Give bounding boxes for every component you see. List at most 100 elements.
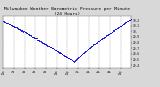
Point bbox=[119, 25, 122, 27]
Point bbox=[32, 36, 35, 38]
Point bbox=[4, 22, 7, 23]
Point bbox=[46, 44, 48, 46]
Point bbox=[103, 36, 105, 38]
Point bbox=[123, 23, 125, 25]
Point bbox=[126, 20, 129, 22]
Point bbox=[47, 45, 50, 47]
Point bbox=[75, 59, 77, 60]
Point bbox=[36, 39, 39, 40]
Point bbox=[43, 42, 45, 44]
Point bbox=[121, 24, 124, 26]
Point bbox=[117, 27, 119, 28]
Point bbox=[62, 54, 65, 55]
Point bbox=[58, 52, 60, 54]
Point bbox=[104, 35, 107, 37]
Point bbox=[70, 58, 72, 60]
Point bbox=[113, 29, 116, 31]
Point bbox=[2, 20, 4, 22]
Point bbox=[66, 56, 68, 58]
Point bbox=[39, 40, 41, 41]
Point bbox=[40, 41, 42, 42]
Point bbox=[121, 23, 124, 25]
Point bbox=[9, 24, 11, 25]
Point bbox=[39, 40, 42, 41]
Point bbox=[55, 50, 58, 51]
Point bbox=[9, 24, 12, 26]
Point bbox=[18, 28, 20, 30]
Point bbox=[91, 45, 93, 46]
Point bbox=[124, 23, 126, 24]
Point bbox=[118, 26, 120, 28]
Point bbox=[23, 32, 26, 33]
Point bbox=[48, 45, 50, 47]
Point bbox=[29, 34, 32, 36]
Point bbox=[44, 43, 47, 44]
Point bbox=[53, 48, 55, 50]
Point bbox=[103, 36, 106, 37]
Point bbox=[115, 28, 118, 30]
Point bbox=[86, 49, 88, 50]
Point bbox=[78, 56, 80, 58]
Point bbox=[12, 25, 15, 27]
Point bbox=[87, 48, 89, 50]
Point bbox=[129, 19, 132, 20]
Point bbox=[87, 48, 90, 49]
Point bbox=[30, 35, 33, 37]
Point bbox=[85, 50, 88, 51]
Point bbox=[57, 51, 60, 52]
Point bbox=[5, 22, 8, 23]
Point bbox=[72, 60, 74, 61]
Point bbox=[71, 60, 74, 61]
Point bbox=[31, 36, 33, 37]
Point bbox=[25, 33, 28, 34]
Point bbox=[54, 49, 56, 50]
Point bbox=[90, 46, 92, 47]
Point bbox=[106, 34, 108, 35]
Point bbox=[68, 58, 71, 59]
Point bbox=[67, 57, 70, 58]
Point bbox=[7, 23, 10, 24]
Point bbox=[25, 32, 27, 33]
Point bbox=[102, 37, 104, 38]
Point bbox=[13, 26, 16, 28]
Point bbox=[83, 51, 86, 53]
Point bbox=[99, 39, 102, 40]
Point bbox=[88, 48, 90, 49]
Point bbox=[126, 20, 128, 22]
Point bbox=[74, 60, 76, 61]
Point bbox=[112, 30, 114, 31]
Point bbox=[40, 41, 43, 43]
Point bbox=[79, 55, 82, 56]
Point bbox=[63, 55, 65, 56]
Point bbox=[23, 30, 25, 32]
Point bbox=[35, 38, 38, 39]
Point bbox=[62, 54, 64, 55]
Point bbox=[69, 58, 72, 60]
Point bbox=[107, 34, 109, 36]
Point bbox=[88, 47, 91, 48]
Point bbox=[60, 53, 62, 54]
Point bbox=[114, 29, 116, 30]
Point bbox=[96, 41, 98, 43]
Point bbox=[71, 59, 73, 61]
Point bbox=[116, 27, 119, 29]
Point bbox=[77, 57, 79, 58]
Point bbox=[93, 44, 95, 45]
Point bbox=[105, 35, 108, 36]
Point bbox=[22, 30, 24, 32]
Point bbox=[100, 38, 102, 40]
Point bbox=[81, 52, 84, 54]
Point bbox=[24, 32, 26, 33]
Point bbox=[8, 23, 11, 25]
Point bbox=[17, 28, 19, 29]
Point bbox=[109, 32, 112, 34]
Point bbox=[107, 33, 110, 35]
Point bbox=[65, 56, 68, 58]
Point bbox=[108, 33, 111, 35]
Point bbox=[37, 40, 40, 41]
Point bbox=[47, 45, 49, 46]
Point bbox=[57, 51, 60, 52]
Point bbox=[86, 49, 89, 50]
Point bbox=[93, 43, 96, 45]
Point bbox=[127, 20, 129, 21]
